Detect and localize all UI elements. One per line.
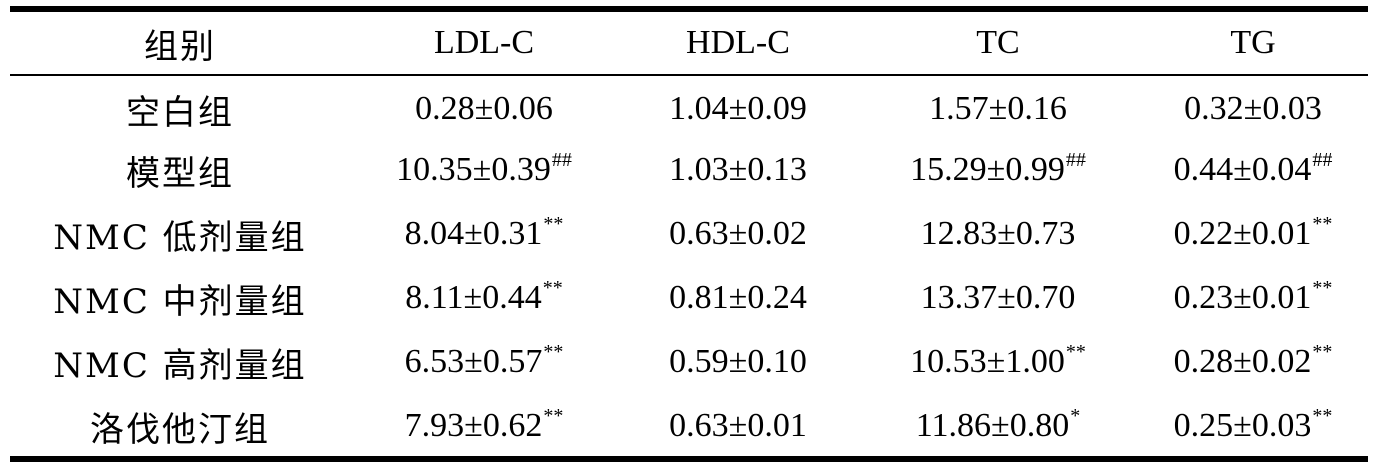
value-cell-tc: 13.37±0.70 [858,266,1138,330]
table-row: NMC 低剂量组 8.04±0.31** 0.63±0.02 12.83±0.73 0.… [10,202,1368,266]
significance-mark: ** [1312,341,1333,363]
value-text: 0.25±0.03 [1173,407,1312,444]
value-text: 0.23±0.01 [1173,279,1312,316]
header-ldl-c: LDL-C [433,24,535,61]
significance-mark: ** [542,277,563,299]
value-cell-tc: 11.86±0.80* [858,394,1138,458]
header-row: 组别 LDL-C HDL-C TC TG [10,12,1368,74]
group-name-cell: 空白组 [126,92,234,133]
value-cell-ldl-c: 8.11±0.44** [350,266,618,330]
value-cell-hdl-c: 1.03±0.13 [618,138,858,202]
significance-mark: ** [543,405,564,427]
significance-mark: ** [543,213,564,235]
value-text: 7.93±0.62 [404,407,543,444]
value-cell-tg: 0.32±0.03 [1138,74,1368,138]
value-text: 11.86±0.80 [915,407,1070,444]
value-text: 0.28±0.02 [1173,343,1312,380]
significance-mark: ** [1312,405,1333,427]
value-text: 0.28±0.06 [415,90,553,127]
value-cell-tc: 10.53±1.00** [858,330,1138,394]
table-bottom-rule [10,456,1368,462]
value-text: 0.81±0.24 [669,279,807,316]
value-cell-hdl-c: 0.59±0.10 [618,330,858,394]
header-tc: TC [976,24,1020,61]
group-name-cell: NMC 高剂量组 [53,345,307,386]
significance-mark: ** [1065,341,1086,363]
value-cell-hdl-c: 0.63±0.02 [618,202,858,266]
group-name-cell: 模型组 [126,153,234,194]
header-tg: TG [1230,24,1276,61]
value-text: 10.35±0.39 [396,151,551,188]
value-text: 1.03±0.13 [669,151,807,188]
significance-mark: ** [1312,277,1333,299]
value-cell-ldl-c: 8.04±0.31** [350,202,618,266]
header-hdl-c: HDL-C [686,24,790,61]
table-row: 空白组 0.28±0.06 1.04±0.09 1.57±0.16 0.32±0.03 [10,74,1368,138]
value-text: 8.04±0.31 [404,215,543,252]
value-text: 8.11±0.44 [405,279,542,316]
table-header-rule [10,74,1368,76]
value-cell-tc: 1.57±0.16 [858,74,1138,138]
value-text: 13.37±0.70 [920,279,1076,316]
value-cell-ldl-c: 10.35±0.39## [350,138,618,202]
table-row: 洛伐他汀组 7.93±0.62** 0.63±0.01 11.86±0.80* 0.25… [10,394,1368,458]
group-name-cell: 洛伐他汀组 [90,409,270,450]
group-name-cell: NMC 低剂量组 [53,217,307,258]
value-cell-tc: 12.83±0.73 [858,202,1138,266]
value-text: 12.83±0.73 [920,215,1076,252]
value-cell-ldl-c: 6.53±0.57** [350,330,618,394]
data-table: 组别 LDL-C HDL-C TC TG 空白组 0.28±0.06 1.04±0.… [10,12,1368,458]
table-row: NMC 高剂量组 6.53±0.57** 0.59±0.10 10.53±1.00**… [10,330,1368,394]
value-cell-hdl-c: 0.63±0.01 [618,394,858,458]
table-row: 模型组 10.35±0.39## 1.03±0.13 15.29±0.99## 0.44… [10,138,1368,202]
value-text: 1.57±0.16 [929,90,1067,127]
table-body: 空白组 0.28±0.06 1.04±0.09 1.57±0.16 0.32±0.03 模… [10,74,1368,458]
significance-mark: ## [1065,149,1086,171]
significance-mark: * [1070,405,1081,427]
value-cell-tg: 0.28±0.02** [1138,330,1368,394]
value-cell-hdl-c: 0.81±0.24 [618,266,858,330]
value-text: 1.04±0.09 [669,90,807,127]
value-cell-hdl-c: 1.04±0.09 [618,74,858,138]
table-top-rule [10,6,1368,12]
header-group: 组别 [144,26,216,67]
value-cell-tc: 15.29±0.99## [858,138,1138,202]
value-cell-tg: 0.25±0.03** [1138,394,1368,458]
significance-mark: ** [1312,213,1333,235]
group-name-cell: NMC 中剂量组 [53,281,307,322]
value-cell-ldl-c: 0.28±0.06 [350,74,618,138]
value-text: 0.63±0.01 [669,407,807,444]
value-cell-tg: 0.44±0.04## [1138,138,1368,202]
value-cell-tg: 0.23±0.01** [1138,266,1368,330]
value-text: 0.44±0.04 [1173,151,1312,188]
value-text: 10.53±1.00 [910,343,1065,380]
value-cell-ldl-c: 7.93±0.62** [350,394,618,458]
value-text: 0.59±0.10 [669,343,807,380]
value-text: 6.53±0.57 [404,343,543,380]
significance-mark: ## [551,149,572,171]
value-text: 0.63±0.02 [669,215,807,252]
value-text: 0.22±0.01 [1173,215,1312,252]
value-cell-tg: 0.22±0.01** [1138,202,1368,266]
significance-mark: ## [1312,149,1333,171]
table-row: NMC 中剂量组 8.11±0.44** 0.81±0.24 13.37±0.70 0.… [10,266,1368,330]
significance-mark: ** [543,341,564,363]
value-text: 15.29±0.99 [910,151,1065,188]
value-text: 0.32±0.03 [1184,90,1322,127]
